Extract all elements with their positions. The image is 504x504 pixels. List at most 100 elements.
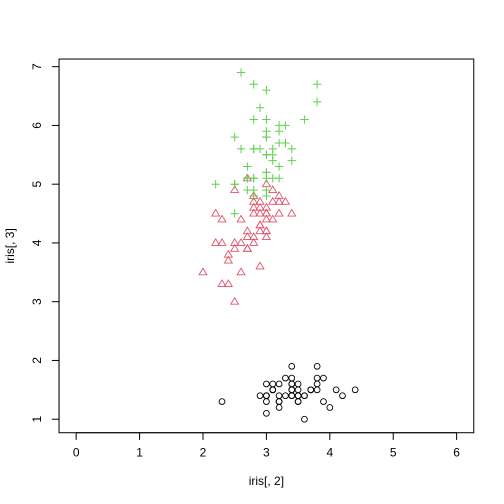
data-point-circle <box>218 398 226 405</box>
data-point-triangle <box>261 202 272 211</box>
data-point-triangle <box>242 226 253 235</box>
data-point-triangle <box>274 208 284 217</box>
data-point-circle <box>275 404 283 411</box>
y-tick-label: 5 <box>30 181 44 188</box>
data-point-circle <box>294 398 302 405</box>
data-point-plus <box>249 80 258 89</box>
data-point-plus <box>211 179 220 189</box>
data-point-circle <box>313 374 321 382</box>
data-point-circle <box>332 386 340 394</box>
data-point-circle <box>313 386 321 394</box>
data-point-triangle <box>223 279 234 287</box>
data-point-circle <box>275 398 283 405</box>
data-point-plus <box>268 144 277 154</box>
data-point-circle <box>339 392 346 400</box>
data-point-triangle <box>230 296 240 305</box>
data-point-circle <box>307 386 315 394</box>
x-tick-label: 2 <box>200 446 207 460</box>
x-tick-label: 3 <box>263 446 270 460</box>
y-tick-label: 7 <box>30 63 44 70</box>
data-point-circle <box>282 374 289 382</box>
data-point-triangle <box>255 261 265 270</box>
data-point-triangle <box>287 208 297 217</box>
data-point-triangle <box>268 196 278 205</box>
data-point-plus <box>287 144 296 154</box>
data-point-plus <box>312 80 322 89</box>
x-tick-label: 4 <box>326 446 333 460</box>
x-tick-label: 6 <box>453 446 460 460</box>
y-axis: 1 2 3 4 5 6 7 <box>30 63 60 423</box>
data-point-plus <box>236 68 246 77</box>
data-point-triangle <box>242 243 253 252</box>
data-point-plus <box>243 185 252 195</box>
data-point-circle <box>288 380 296 388</box>
data-point-circle <box>294 392 302 400</box>
data-point-triangle <box>217 214 227 223</box>
data-point-triangle <box>230 185 240 193</box>
data-point-circle <box>320 374 327 382</box>
data-point-plus <box>312 97 322 107</box>
data-point-triangle <box>230 243 240 252</box>
data-point-plus <box>262 132 271 142</box>
data-point-triangle <box>255 226 265 235</box>
data-point-circle <box>326 404 334 411</box>
data-point-circle <box>288 374 296 382</box>
data-point-triangle <box>280 196 291 205</box>
data-point-triangle <box>236 214 246 223</box>
data-point-circle <box>294 380 302 388</box>
data-point-triangle <box>274 196 284 205</box>
data-point-triangle <box>210 237 221 246</box>
data-point-plus <box>274 162 284 171</box>
data-point-plus <box>262 191 271 201</box>
data-point-triangle <box>210 208 221 217</box>
data-point-circle <box>263 392 270 400</box>
data-point-triangle <box>223 255 234 264</box>
data-point-triangle <box>261 232 272 240</box>
y-tick-label: 6 <box>30 122 44 129</box>
y-axis-title: iris[, 3] <box>3 228 17 263</box>
data-point-plus <box>274 127 284 136</box>
data-point-triangle <box>255 196 265 205</box>
data-point-plus <box>268 156 277 165</box>
data-point-circle <box>288 362 296 370</box>
data-point-circle <box>288 386 296 394</box>
data-point-plus <box>281 138 290 148</box>
data-point-plus <box>243 174 252 183</box>
data-point-circle <box>256 392 264 400</box>
x-axis: 0 1 2 3 4 5 6 <box>73 432 460 460</box>
data-point-triangle <box>261 214 272 223</box>
data-point-plus <box>230 179 239 189</box>
data-point-circle <box>288 392 296 400</box>
data-point-circle <box>320 398 327 405</box>
data-point-plus <box>300 115 309 124</box>
x-tick-label: 0 <box>73 446 80 460</box>
data-point-circle <box>294 386 302 394</box>
data-points <box>198 68 359 423</box>
data-point-triangle <box>249 237 259 246</box>
data-point-circle <box>275 380 283 388</box>
y-tick-label: 2 <box>30 357 44 364</box>
plot-frame <box>58 58 475 434</box>
data-point-plus <box>249 115 258 124</box>
data-point-circle <box>263 380 270 388</box>
data-point-plus <box>287 156 296 165</box>
data-point-triangle <box>261 226 272 235</box>
data-point-circle <box>282 392 289 400</box>
data-point-triangle <box>255 220 265 229</box>
data-point-triangle <box>230 237 240 246</box>
data-point-plus <box>230 132 239 142</box>
data-point-plus <box>230 209 239 218</box>
data-point-triangle <box>261 208 272 217</box>
data-point-plus <box>262 85 271 95</box>
data-point-circle <box>263 398 270 405</box>
data-point-circle <box>301 392 308 400</box>
data-point-plus <box>243 162 252 171</box>
data-point-triangle <box>198 267 208 276</box>
data-point-circle <box>269 380 277 388</box>
data-point-circle <box>275 392 283 400</box>
data-point-triangle <box>242 232 253 240</box>
data-point-plus <box>249 191 258 201</box>
x-axis-title: iris[, 2] <box>249 474 284 488</box>
data-point-triangle <box>274 190 284 199</box>
